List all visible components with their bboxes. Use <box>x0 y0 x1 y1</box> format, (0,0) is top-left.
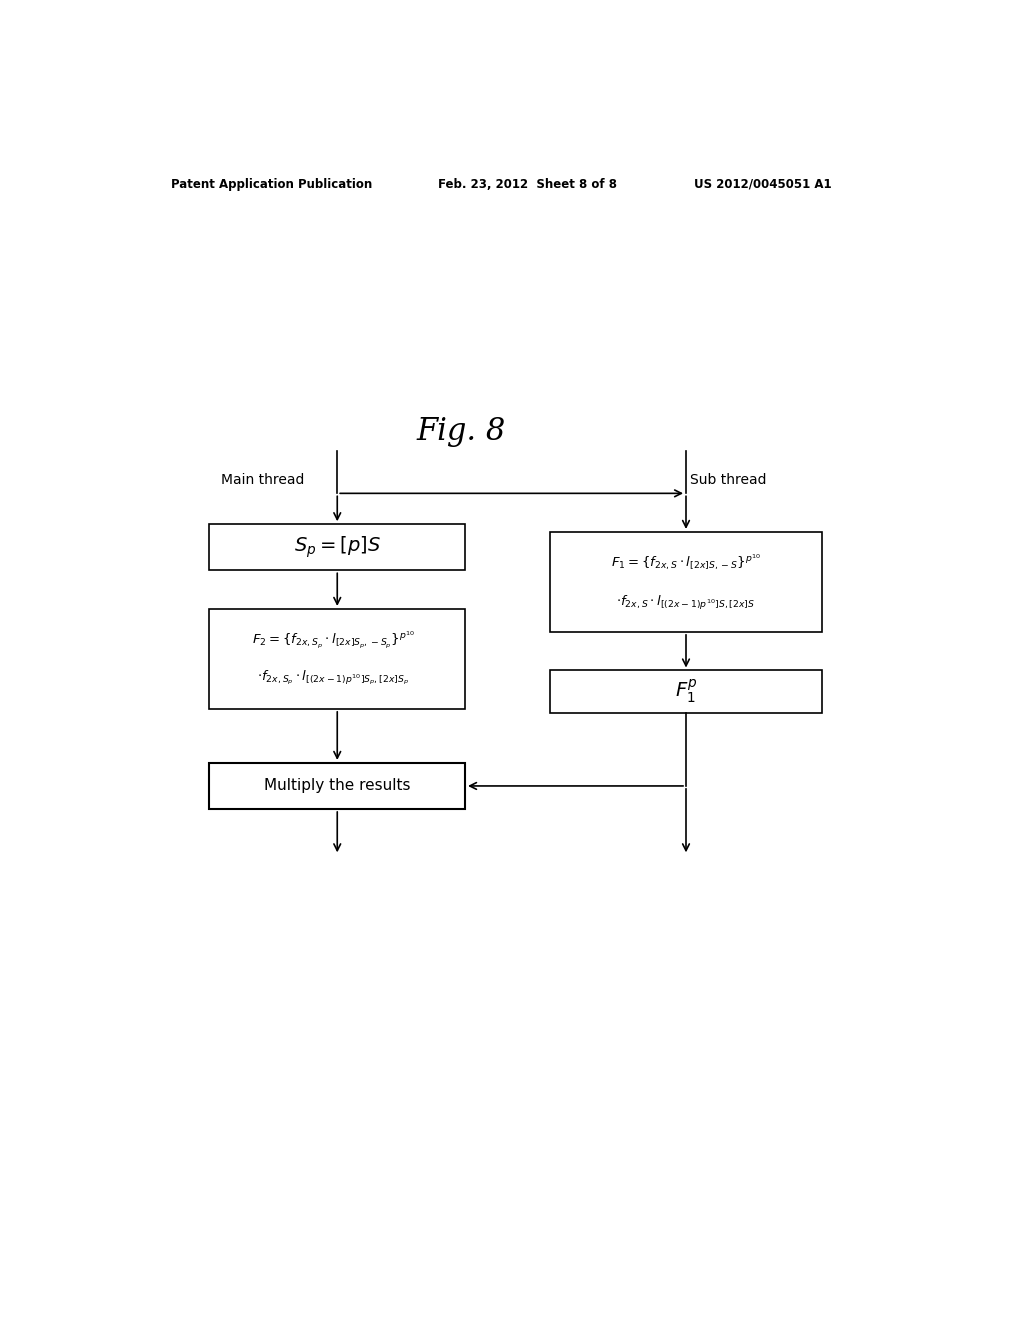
Text: Fig. 8: Fig. 8 <box>417 416 506 447</box>
Text: Feb. 23, 2012  Sheet 8 of 8: Feb. 23, 2012 Sheet 8 of 8 <box>438 178 617 190</box>
Text: $S_p = [p]S$: $S_p = [p]S$ <box>294 535 381 560</box>
Text: $\cdot f_{2x,S_p} \cdot l_{[(2x-1)p^{10}]S_p,[2x]S_p}$: $\cdot f_{2x,S_p} \cdot l_{[(2x-1)p^{10}… <box>257 669 410 688</box>
Text: $F_1 = \{f_{2x,S} \cdot l_{[2x]S,-S}\}^{p^{10}}$: $F_1 = \{f_{2x,S} \cdot l_{[2x]S,-S}\}^{… <box>611 553 761 573</box>
Text: Multiply the results: Multiply the results <box>264 779 411 793</box>
FancyBboxPatch shape <box>209 524 465 570</box>
Text: $F_2 = \{f_{2x,S_p} \cdot l_{[2x]S_p,-S_p}\}^{p^{10}}$: $F_2 = \{f_{2x,S_p} \cdot l_{[2x]S_p,-S_… <box>252 630 415 649</box>
Text: Main thread: Main thread <box>221 473 304 487</box>
Text: Sub thread: Sub thread <box>690 473 766 487</box>
FancyBboxPatch shape <box>550 671 821 713</box>
Text: US 2012/0045051 A1: US 2012/0045051 A1 <box>693 178 831 190</box>
FancyBboxPatch shape <box>209 609 465 709</box>
Text: $\cdot f_{2x,S} \cdot l_{[(2x-1)p^{10}]S,[2x]S}$: $\cdot f_{2x,S} \cdot l_{[(2x-1)p^{10}]S… <box>616 594 756 611</box>
FancyBboxPatch shape <box>209 763 465 809</box>
Text: $F_1^p$: $F_1^p$ <box>675 678 697 705</box>
FancyBboxPatch shape <box>550 532 821 632</box>
Text: Patent Application Publication: Patent Application Publication <box>171 178 372 190</box>
